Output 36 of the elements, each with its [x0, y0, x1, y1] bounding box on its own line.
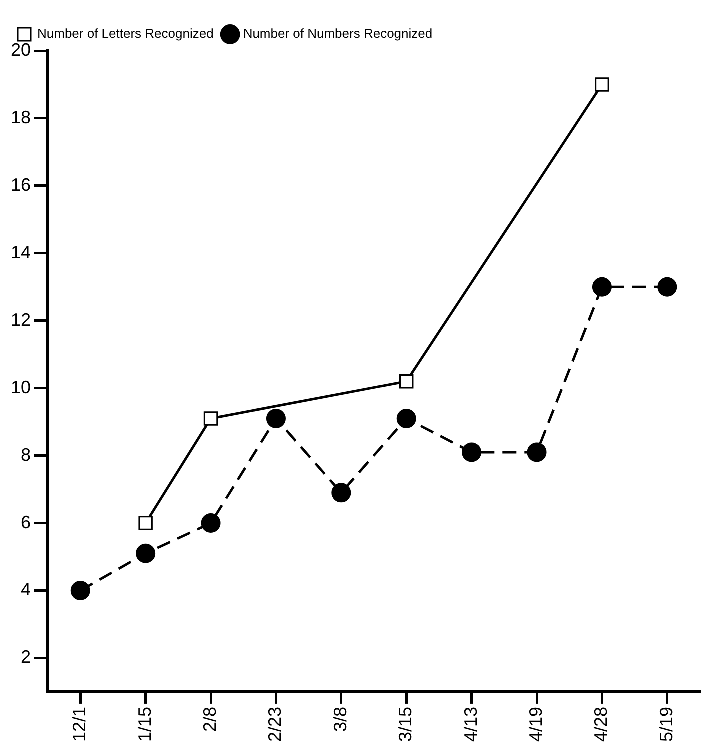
x-tick-label: 3/15 [396, 706, 416, 742]
point [70, 581, 90, 601]
point [266, 408, 286, 428]
y-tick-label: 14 [10, 242, 32, 262]
point [595, 78, 610, 92]
x-tick-label: 3/8 [330, 706, 350, 732]
y-tick-label: 2 [21, 647, 32, 668]
x-tick-label: 4/19 [526, 706, 546, 742]
point [462, 442, 482, 462]
point [658, 277, 678, 297]
y-tick-label: 16 [10, 174, 32, 195]
x-tick-label: 5/19 [656, 706, 676, 742]
x-tick-label: 2/23 [265, 706, 286, 742]
y-tick-label: 20 [10, 40, 32, 60]
legend-label: Number of Letters Recognized [38, 26, 214, 42]
x-tick-label: 4/13 [460, 706, 481, 742]
x-tick-label: 2/8 [200, 706, 220, 732]
legend-label: Number of Numbers Recognized [243, 26, 433, 42]
point [201, 514, 221, 534]
point [592, 277, 612, 297]
point [204, 412, 218, 426]
x-tick-label: 12/1 [70, 706, 90, 742]
point [399, 374, 414, 389]
y-tick-label: 18 [10, 107, 32, 128]
y-tick-label: 4 [21, 580, 32, 600]
point [332, 483, 352, 503]
y-tick-label: 12 [10, 310, 32, 330]
x-tick-label: 4/28 [591, 706, 612, 742]
y-tick-label: 8 [21, 444, 32, 465]
x-tick-label: 1/15 [134, 706, 155, 742]
point [138, 516, 153, 530]
point [396, 408, 416, 428]
point [527, 442, 547, 462]
y-tick-label: 10 [10, 377, 32, 398]
point [136, 544, 156, 564]
y-tick-label: 6 [21, 512, 32, 532]
